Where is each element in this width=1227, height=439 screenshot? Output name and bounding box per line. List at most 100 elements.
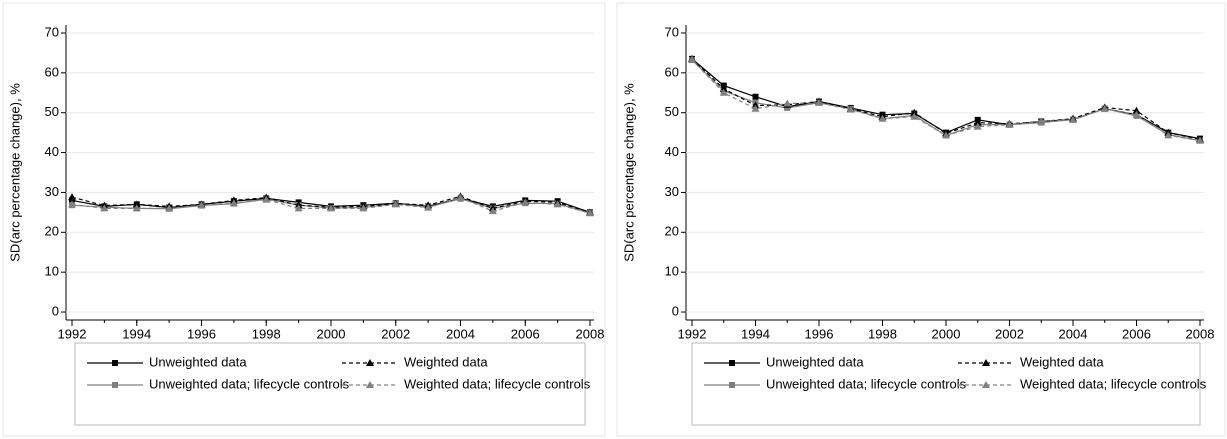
marker-triangle — [973, 122, 982, 130]
marker-square — [112, 360, 118, 366]
panel-frame — [2, 2, 606, 437]
marker-triangle — [878, 114, 887, 122]
y-tick-label: 0 — [672, 303, 679, 318]
marker-triangle — [424, 203, 433, 211]
y-tick-label: 20 — [45, 224, 59, 239]
marker-triangle — [586, 209, 594, 217]
x-tick-label: 2004 — [1059, 326, 1088, 341]
marker-triangle — [327, 204, 335, 212]
marker-triangle — [391, 200, 400, 208]
legend-label: Unweighted data; lifecycle controls — [766, 376, 967, 391]
x-tick-label: 2002 — [995, 326, 1024, 341]
y-tick-label: 70 — [45, 24, 59, 39]
x-tick-label: 1998 — [868, 326, 897, 341]
marker-triangle — [359, 204, 368, 212]
y-tick-label: 40 — [665, 144, 679, 159]
x-tick-label: 1994 — [122, 326, 151, 341]
legend-label: Weighted data — [1020, 354, 1104, 369]
marker-square — [752, 93, 759, 100]
marker-triangle — [132, 204, 141, 212]
y-tick-label: 50 — [665, 104, 679, 119]
marker-triangle — [488, 207, 497, 215]
legend-label: Weighted data — [404, 354, 488, 369]
marker-triangle — [553, 200, 562, 208]
chart-panel: 0 10 20 30 40 50 60 70 1992 1994 1996 1998 2000 2002 2… — [616, 2, 1226, 437]
y-tick-label: 30 — [665, 184, 679, 199]
legend-box — [691, 342, 1201, 426]
x-tick-label: 2002 — [381, 326, 410, 341]
marker-triangle — [1037, 117, 1046, 125]
marker-triangle — [1132, 110, 1141, 118]
y-tick-label: 60 — [45, 64, 59, 79]
y-tick-label: 30 — [45, 184, 59, 199]
x-tick-label: 2006 — [511, 326, 540, 341]
x-tick-label: 2000 — [932, 326, 961, 341]
x-tick-label: 2004 — [446, 326, 475, 341]
series-line — [691, 58, 1201, 140]
marker-triangle — [262, 195, 271, 203]
marker-triangle — [973, 118, 982, 126]
x-tick-label: 1996 — [805, 326, 834, 341]
x-tick-label: 1992 — [58, 326, 87, 341]
y-tick-label: 10 — [45, 264, 59, 279]
y-tick-label: 10 — [665, 264, 679, 279]
y-tick-label: 50 — [45, 104, 59, 119]
x-tick-label: 1998 — [252, 326, 281, 341]
marker-triangle — [68, 200, 76, 208]
marker-triangle — [846, 105, 855, 113]
marker-triangle — [197, 201, 206, 209]
legend-label: Unweighted data — [766, 354, 864, 369]
marker-triangle — [982, 359, 990, 366]
legend-label: Unweighted data — [149, 354, 247, 369]
marker-triangle — [815, 98, 823, 106]
x-tick-label: 2000 — [317, 326, 346, 341]
marker-triangle — [366, 359, 374, 366]
marker-square — [112, 382, 118, 388]
x-tick-label: 1994 — [741, 326, 770, 341]
marker-triangle — [942, 131, 950, 139]
y-axis-label: SD(arc percentage change), % — [621, 83, 636, 262]
chart-panel: 0 10 20 30 40 50 60 70 1992 1994 1996 1998 2000 2002 2… — [2, 2, 606, 437]
marker-square — [729, 382, 735, 388]
marker-triangle — [910, 112, 919, 120]
x-tick-label: 2008 — [1186, 326, 1215, 341]
panel-frame — [616, 2, 1226, 437]
marker-triangle — [1196, 136, 1204, 144]
marker-triangle — [521, 198, 530, 206]
marker-triangle — [1069, 115, 1077, 123]
marker-triangle — [751, 104, 760, 112]
marker-triangle — [456, 193, 465, 201]
x-tick-label: 2006 — [1122, 326, 1151, 341]
marker-triangle — [294, 204, 303, 212]
marker-triangle — [100, 204, 109, 212]
marker-triangle — [910, 108, 919, 116]
marker-triangle — [132, 200, 141, 208]
legend-box — [74, 342, 586, 426]
marker-triangle — [688, 55, 696, 63]
marker-triangle — [1132, 106, 1141, 114]
x-tick-label: 1996 — [187, 326, 216, 341]
legend-label: Weighted data; lifecycle controls — [404, 376, 591, 391]
y-tick-label: 40 — [45, 144, 59, 159]
marker-triangle — [366, 381, 374, 388]
legend-label: Unweighted data; lifecycle controls — [149, 376, 350, 391]
marker-triangle — [783, 99, 792, 107]
legend-label: Weighted data; lifecycle controls — [1020, 376, 1207, 391]
marker-triangle — [1100, 104, 1109, 112]
marker-triangle — [1164, 131, 1173, 139]
marker-triangle — [1005, 120, 1014, 128]
marker-triangle — [68, 193, 76, 201]
y-tick-label: 60 — [665, 64, 679, 79]
y-axis-label: SD(arc percentage change), % — [7, 83, 22, 262]
x-tick-label: 1992 — [678, 326, 707, 341]
y-tick-label: 0 — [52, 303, 59, 318]
marker-triangle — [165, 204, 174, 212]
y-tick-label: 20 — [665, 224, 679, 239]
y-tick-label: 70 — [665, 24, 679, 39]
marker-square — [784, 104, 791, 111]
marker-triangle — [719, 88, 728, 96]
series-line — [691, 58, 1201, 140]
marker-square — [729, 360, 735, 366]
